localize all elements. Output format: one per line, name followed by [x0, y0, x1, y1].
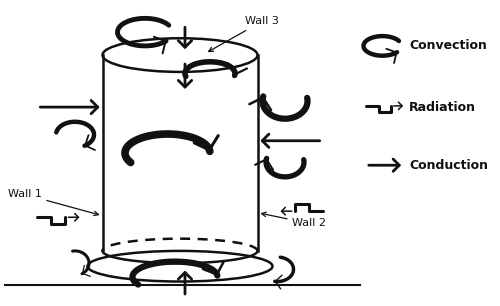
Text: Wall 2: Wall 2	[262, 212, 326, 229]
Text: Conduction: Conduction	[409, 159, 488, 172]
Text: Radiation: Radiation	[409, 101, 476, 114]
Text: Wall 1: Wall 1	[8, 189, 98, 216]
Text: Wall 3: Wall 3	[208, 17, 279, 51]
Text: Convection: Convection	[409, 39, 487, 52]
